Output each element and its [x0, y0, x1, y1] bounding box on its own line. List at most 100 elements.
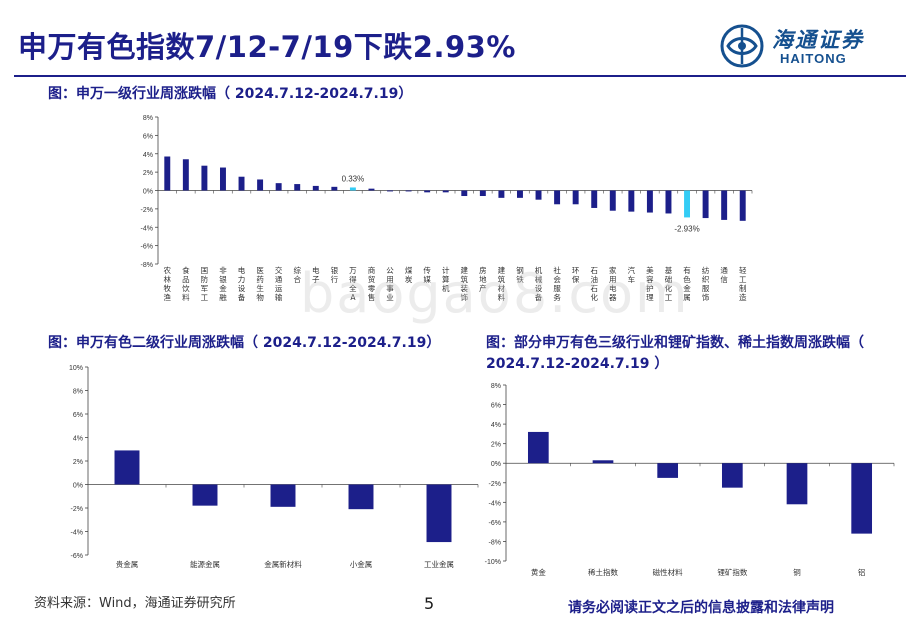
- chart1-category-label-10: 银行: [331, 266, 339, 284]
- chart1-bar-8: [294, 184, 301, 191]
- chart3-bar-6: [851, 463, 873, 534]
- chart1-bar-14: [405, 190, 412, 192]
- chart1-category-label-17: 建筑装饰: [461, 265, 469, 302]
- chart3-category-label-6: 铝: [858, 567, 866, 577]
- chart2-y-tick-label: -2%: [71, 506, 83, 513]
- chart1-category-label-28: 基础化工: [665, 265, 673, 302]
- chart1-bar-4: [219, 167, 226, 191]
- chart3-y-tick-label: -10%: [485, 559, 501, 566]
- chart1-category-label-21: 机械设备: [535, 265, 543, 302]
- chart1-bar-2: [182, 159, 189, 191]
- chart3-y-tick-label: 6%: [491, 403, 501, 410]
- chart3-category-label-3: 磁性材料: [653, 567, 683, 577]
- chart1-bar-1: [164, 156, 171, 191]
- chart2-y-tick-label: 4%: [73, 436, 83, 443]
- chart3-bar-2: [592, 460, 614, 464]
- chart2-y-tick-label: 6%: [73, 412, 83, 419]
- chart1-category-label-22: 社会服务: [553, 265, 561, 302]
- chart1-y-tick-label: 8%: [143, 115, 153, 122]
- page-number: 5: [424, 594, 435, 613]
- chart1-y-tick-label: -4%: [141, 225, 153, 232]
- chart1-title: 图：申万一级行业周涨跌幅（ 2024.7.12-2024.7.19）: [48, 86, 413, 102]
- chart1-bar-5: [238, 176, 245, 191]
- chart3-category-label-4: 锂矿指数: [717, 567, 747, 577]
- chart3-category-label-2: 稀土指数: [588, 567, 618, 577]
- chart1-bar-17: [461, 190, 468, 197]
- chart1-bar-29: [684, 190, 691, 218]
- chart1-bar-23: [572, 190, 579, 205]
- page-title: 申万有色指数7/12-7/19下跌2.93%: [18, 30, 516, 64]
- chart1-bar-15: [424, 190, 431, 193]
- chart1-bar-16: [442, 190, 449, 193]
- chart3-y-tick-label: 4%: [491, 422, 501, 429]
- chart2-y-tick-label: 0%: [73, 483, 83, 490]
- chart3-y-tick-label: 0%: [491, 461, 501, 468]
- chart1-category-label-25: 家用电器: [609, 265, 617, 302]
- chart1-bar-10: [331, 186, 338, 191]
- chart1-category-label-26: 汽车: [628, 265, 636, 284]
- chart1-bar-31: [721, 190, 728, 220]
- chart1-bar-18: [479, 190, 486, 197]
- haitong-logo: 海通证券 HAITONG: [720, 24, 892, 68]
- chart1-bar-20: [516, 190, 523, 198]
- logo-text-en: HAITONG: [780, 51, 847, 66]
- chart1-category-label-23: 环保: [572, 266, 580, 284]
- chart1-category-label-14: 煤炭: [405, 265, 413, 284]
- chart1-category-label-5: 电力设备: [238, 265, 246, 302]
- chart2-bar-2: [192, 484, 218, 506]
- chart1-y-tick-label: 4%: [143, 152, 153, 159]
- chart1-category-label-7: 交通运输: [275, 265, 283, 302]
- chart1-category-label-19: 建筑材料: [498, 265, 506, 302]
- chart1-bar-19: [498, 190, 505, 198]
- chart1-category-label-12: 商贸零售: [368, 265, 376, 302]
- chart1-bar-21: [535, 190, 542, 200]
- header-rule: [14, 75, 906, 77]
- chart1-bar-26: [628, 190, 635, 212]
- chart1-category-label-9: 电子: [312, 265, 320, 284]
- chart1-category-label-15: 传媒: [423, 265, 431, 284]
- chart1-category-label-11: 万得全 A: [349, 266, 357, 302]
- chart1-category-label-4: 非银金融: [219, 265, 227, 302]
- chart2-category-label-3: 金属新材料: [264, 559, 302, 569]
- chart2-y-tick-label: 2%: [73, 459, 83, 466]
- chart3-y-tick-label: -4%: [489, 500, 501, 507]
- chart1-bar-6: [257, 179, 264, 191]
- chart1-category-label-24: 石油石化: [590, 266, 598, 302]
- chart1-category-label-30: 纺织服饰: [702, 265, 710, 302]
- chart1-category-label-6: 医药生物: [256, 266, 264, 302]
- chart3-bar-4: [721, 463, 743, 488]
- chart1-bar-22: [554, 190, 561, 205]
- chart3-y-tick-label: -8%: [489, 539, 501, 546]
- chart1-bar-25: [609, 190, 616, 211]
- chart2-category-label-4: 小金属: [350, 559, 373, 569]
- chart1-y-tick-label: 6%: [143, 133, 153, 140]
- chart2-bar-5: [426, 484, 452, 543]
- chart1-bar-27: [646, 190, 653, 213]
- chart1-category-label-8: 综合: [293, 265, 301, 284]
- chart1-y-tick-label: -8%: [141, 262, 153, 269]
- chart1-category-label-31: 通信: [720, 265, 728, 284]
- chart1-category-label-18: 房地产: [479, 265, 487, 293]
- chart1-category-label-13: 公用事业: [386, 266, 394, 302]
- logo-text-cn: 海通证券: [772, 27, 864, 52]
- chart1-bar-9: [312, 185, 319, 191]
- chart1-bar-12: [368, 188, 375, 191]
- chart1-category-label-32: 轻工制造: [739, 265, 747, 302]
- chart1-bar-7: [275, 183, 282, 191]
- chart1-bar-3: [201, 165, 208, 191]
- chart1-y-tick-label: 2%: [143, 170, 153, 177]
- chart3-bar-1: [527, 431, 549, 464]
- chart2-y-tick-label: 10%: [69, 365, 83, 372]
- chart2-title: 图：申万有色二级行业周涨跌幅（ 2024.7.12-2024.7.19）: [48, 335, 441, 351]
- chart1-bar-24: [591, 190, 598, 208]
- chart1-data-label-1: 0.33%: [342, 174, 365, 183]
- chart2-category-label-2: 能源金属: [190, 559, 220, 569]
- chart3-category-label-1: 黄金: [531, 567, 546, 577]
- chart3-y-tick-label: -6%: [489, 520, 501, 527]
- chart3-y-tick-label: -2%: [489, 481, 501, 488]
- chart1-bar-11: [349, 187, 356, 191]
- chart1-category-label-20: 钢铁: [516, 265, 524, 284]
- chart1-category-label-3: 国防军工: [201, 266, 209, 302]
- chart1-data-label-2: -2.93%: [674, 224, 699, 233]
